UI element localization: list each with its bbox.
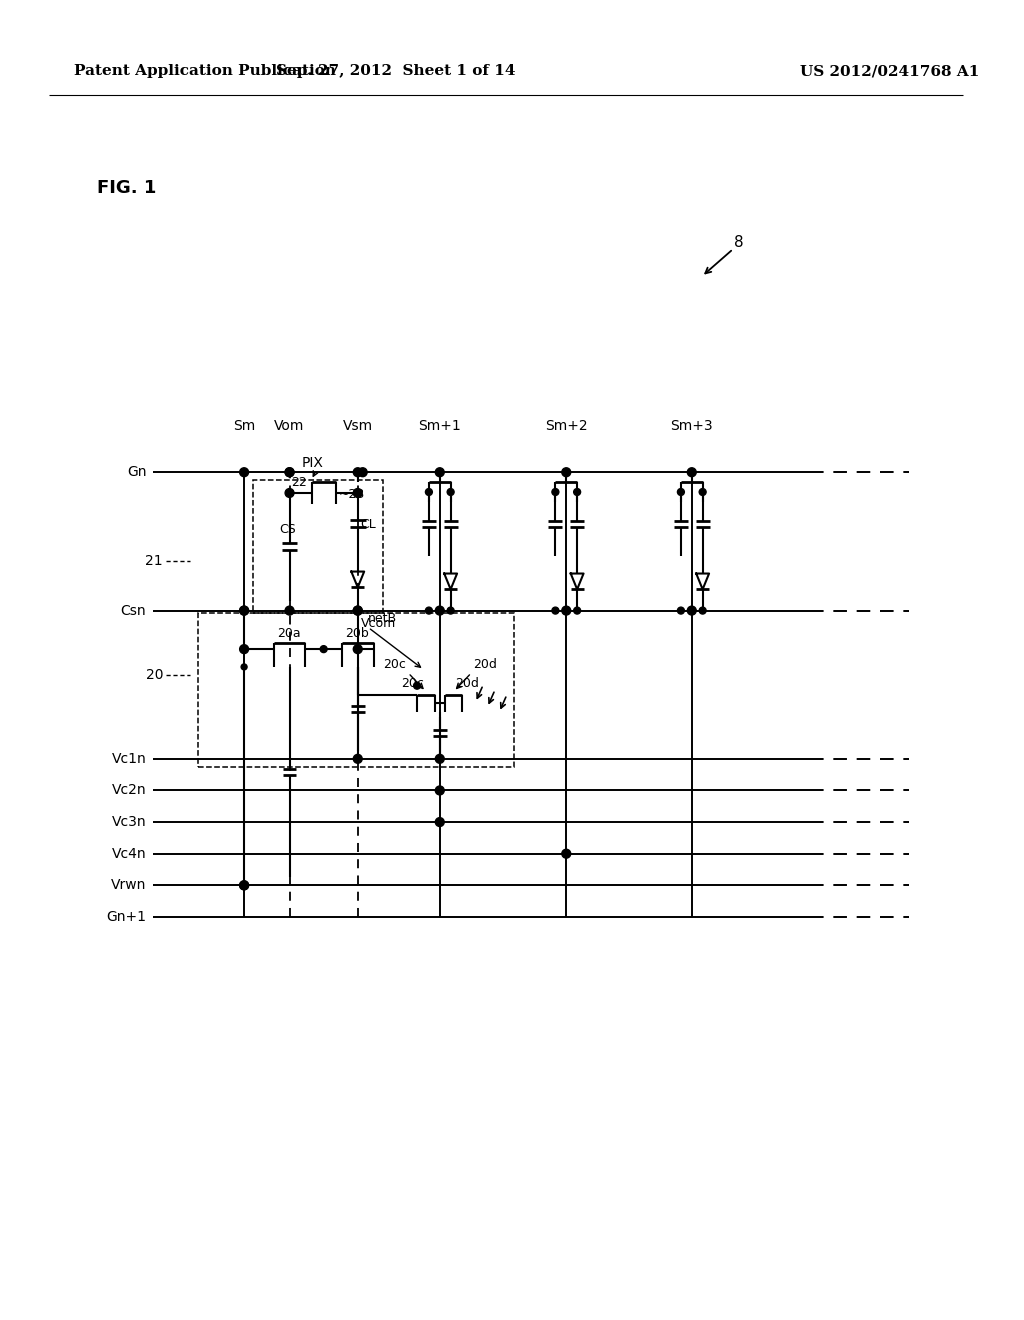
Text: 22: 22 — [292, 477, 307, 488]
Circle shape — [562, 467, 570, 477]
Circle shape — [414, 682, 421, 689]
Circle shape — [678, 607, 684, 614]
Circle shape — [687, 606, 696, 615]
Text: 20d: 20d — [456, 677, 479, 689]
Text: Vsm: Vsm — [343, 418, 373, 433]
Text: ~23: ~23 — [339, 488, 365, 502]
Text: US 2012/0241768 A1: US 2012/0241768 A1 — [801, 63, 980, 78]
Circle shape — [240, 606, 249, 615]
Circle shape — [687, 467, 696, 477]
Circle shape — [678, 488, 684, 495]
Circle shape — [353, 488, 362, 498]
Circle shape — [435, 817, 444, 826]
Circle shape — [358, 467, 368, 477]
Circle shape — [240, 644, 249, 653]
Circle shape — [285, 606, 294, 615]
Circle shape — [353, 606, 362, 615]
Bar — [198, 612, 514, 767]
Text: CL: CL — [360, 517, 377, 531]
Text: Sep. 27, 2012  Sheet 1 of 14: Sep. 27, 2012 Sheet 1 of 14 — [275, 63, 515, 78]
Circle shape — [241, 664, 247, 669]
Text: 20: 20 — [145, 668, 163, 682]
Text: FIG. 1: FIG. 1 — [97, 178, 157, 197]
Circle shape — [447, 607, 454, 614]
Text: Csn: Csn — [121, 603, 146, 618]
Circle shape — [562, 849, 570, 858]
Text: 8: 8 — [734, 235, 744, 251]
Text: 20b: 20b — [345, 627, 369, 640]
Circle shape — [435, 785, 444, 795]
Text: Gn: Gn — [127, 465, 146, 479]
Text: 20a: 20a — [276, 627, 300, 640]
Circle shape — [353, 467, 362, 477]
Circle shape — [240, 467, 249, 477]
Text: 21: 21 — [145, 554, 163, 568]
Circle shape — [353, 754, 362, 763]
Circle shape — [552, 488, 559, 495]
Text: 20c: 20c — [401, 677, 424, 689]
Text: Vom: Vom — [274, 418, 305, 433]
Circle shape — [353, 644, 362, 653]
Text: netB: netB — [368, 612, 397, 626]
Text: Vrwn: Vrwn — [111, 878, 146, 892]
Circle shape — [285, 467, 294, 477]
Circle shape — [425, 488, 432, 495]
Circle shape — [435, 606, 444, 615]
Circle shape — [285, 488, 294, 498]
Text: PIX: PIX — [301, 457, 324, 470]
Circle shape — [321, 645, 327, 652]
Circle shape — [562, 606, 570, 615]
Text: Sm+3: Sm+3 — [671, 418, 713, 433]
Circle shape — [240, 880, 249, 890]
Circle shape — [240, 606, 249, 615]
Text: 20d: 20d — [473, 657, 498, 671]
Text: CS: CS — [280, 523, 296, 536]
Circle shape — [552, 607, 559, 614]
Text: Sm+1: Sm+1 — [419, 418, 461, 433]
Text: Vcom: Vcom — [360, 616, 396, 630]
Text: Vc3n: Vc3n — [112, 814, 146, 829]
Circle shape — [240, 880, 249, 890]
Circle shape — [435, 754, 444, 763]
Text: Vc4n: Vc4n — [112, 846, 146, 861]
Text: Gn+1: Gn+1 — [106, 909, 146, 924]
Circle shape — [285, 467, 294, 477]
Text: Sm+2: Sm+2 — [545, 418, 588, 433]
Circle shape — [425, 607, 432, 614]
Circle shape — [699, 488, 707, 495]
Text: Patent Application Publication: Patent Application Publication — [74, 63, 336, 78]
Text: 20c: 20c — [383, 657, 407, 671]
Text: Vc2n: Vc2n — [112, 784, 146, 797]
Circle shape — [353, 606, 362, 615]
Circle shape — [573, 488, 581, 495]
Circle shape — [699, 607, 707, 614]
Circle shape — [447, 488, 454, 495]
Circle shape — [435, 467, 444, 477]
Text: Vc1n: Vc1n — [112, 752, 146, 766]
Text: Sm: Sm — [233, 418, 255, 433]
Circle shape — [573, 607, 581, 614]
Bar — [253, 480, 383, 612]
